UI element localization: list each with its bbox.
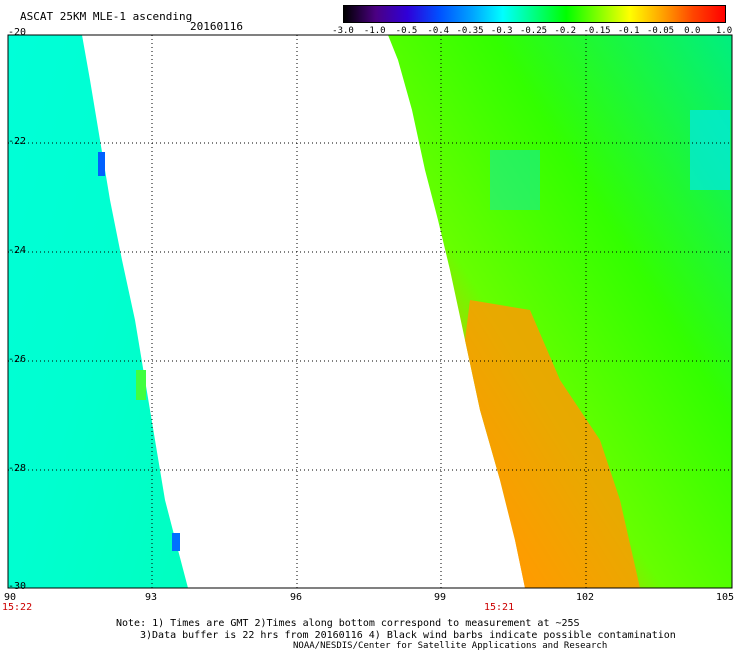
lat-tick: -22 — [8, 136, 27, 147]
color-scale-label: -0.25 — [519, 26, 548, 36]
color-scale-label: 0.0 — [684, 26, 701, 36]
note-line-1: Note: 1) Times are GMT 2)Times along bot… — [116, 618, 580, 629]
color-scale-label: -0.5 — [395, 26, 418, 36]
lon-tick: 96 — [290, 592, 303, 603]
color-scale-label: -0.35 — [456, 26, 484, 36]
lat-tick: -24 — [8, 245, 27, 256]
lat-tick: -30 — [8, 581, 27, 592]
left-swath — [8, 35, 188, 588]
low-value-spot — [172, 533, 180, 551]
lon-tick: 93 — [145, 592, 158, 603]
color-scale-label: -0.3 — [490, 26, 513, 36]
lon-tick: 105 — [716, 592, 735, 603]
color-scale-label: -0.4 — [427, 26, 450, 36]
note-line-3: NOAA/NESDIS/Center for Satellite Applica… — [293, 641, 608, 651]
map-frame — [7, 34, 733, 589]
time-label-right: 15:21 — [484, 602, 515, 613]
color-scale-label: -0.15 — [583, 26, 611, 36]
lat-tick: -26 — [8, 354, 27, 365]
map-title: ASCAT 25KM MLE-1 ascending — [20, 10, 193, 23]
right-swath — [388, 35, 732, 588]
lat-tick: -20 — [8, 27, 27, 38]
color-scale-label: -0.2 — [554, 26, 577, 36]
note-line-2: 3)Data buffer is 22 hrs from 20160116 4)… — [140, 630, 676, 641]
lat-tick: -28 — [8, 463, 27, 474]
color-scale-label: -0.05 — [646, 26, 675, 36]
green-spot — [136, 370, 146, 400]
lon-tick: 90 — [4, 592, 17, 603]
low-value-spot — [98, 152, 105, 176]
cyan-patch — [490, 150, 540, 210]
color-scale-label: 1.0 — [715, 26, 733, 36]
time-label-left: 15:22 — [2, 602, 33, 613]
color-scale-label: -1.0 — [363, 26, 386, 36]
lon-tick: 99 — [434, 592, 447, 603]
cyan-patch — [690, 110, 730, 190]
color-scale-label: -0.1 — [617, 26, 640, 36]
color-scale-bar — [343, 5, 726, 23]
lon-tick: 102 — [576, 592, 595, 603]
orange-region — [465, 300, 640, 588]
color-scale-label: -3.0 — [332, 26, 354, 36]
grid-lines — [8, 35, 732, 588]
map-date: 20160116 — [190, 20, 243, 33]
